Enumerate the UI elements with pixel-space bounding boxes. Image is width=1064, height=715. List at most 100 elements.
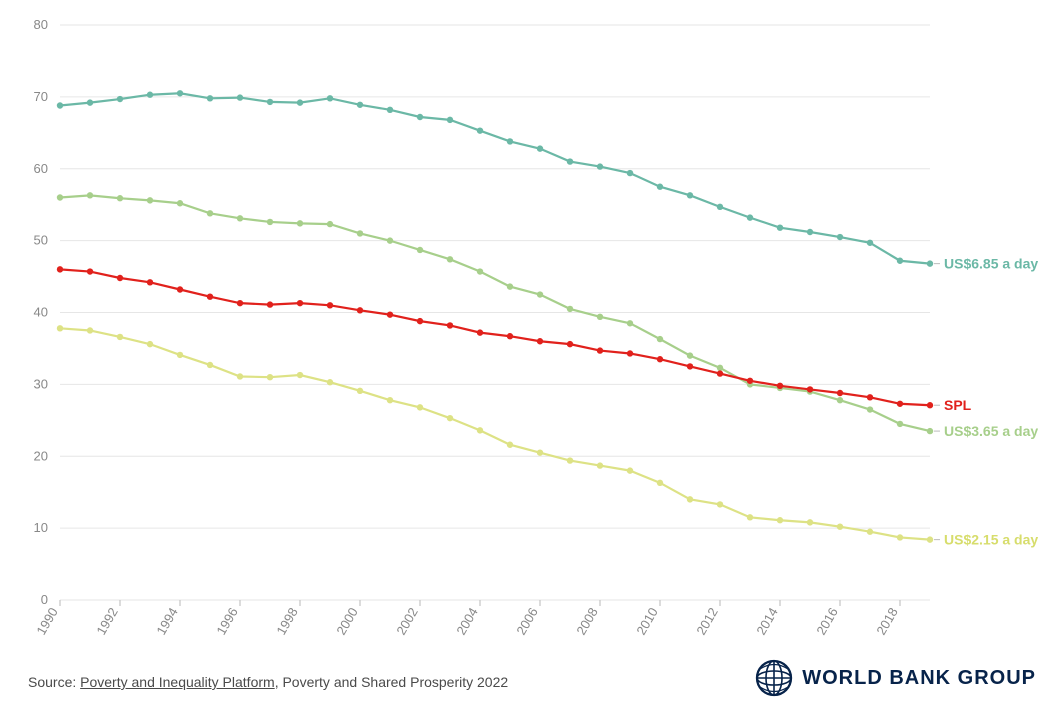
source-suffix: , Poverty and Shared Prosperity 2022 [275, 674, 508, 690]
series-marker-us365 [87, 192, 93, 198]
series-marker-us685 [477, 127, 483, 133]
series-marker-us365 [147, 197, 153, 203]
series-marker-us365 [597, 314, 603, 320]
series-marker-spl [477, 329, 483, 335]
series-marker-us685 [177, 90, 183, 96]
series-marker-us215 [657, 480, 663, 486]
y-tick-label: 50 [34, 233, 48, 248]
series-marker-us685 [267, 99, 273, 105]
series-marker-us685 [777, 224, 783, 230]
series-marker-us685 [387, 107, 393, 113]
series-marker-us365 [267, 219, 273, 225]
series-marker-us685 [717, 204, 723, 210]
series-marker-us215 [597, 462, 603, 468]
series-marker-spl [417, 318, 423, 324]
source-link[interactable]: Poverty and Inequality Platform [80, 674, 275, 690]
x-tick-label: 2000 [333, 605, 360, 638]
series-marker-us685 [117, 96, 123, 102]
series-marker-us685 [747, 214, 753, 220]
y-tick-label: 10 [34, 520, 48, 535]
series-marker-us215 [747, 514, 753, 520]
series-marker-us685 [537, 145, 543, 151]
x-tick-label: 2002 [393, 605, 420, 638]
series-marker-spl [897, 401, 903, 407]
y-tick-label: 20 [34, 448, 48, 463]
series-marker-spl [597, 347, 603, 353]
series-marker-us365 [507, 283, 513, 289]
series-marker-us215 [627, 467, 633, 473]
series-marker-us365 [687, 352, 693, 358]
series-marker-us685 [867, 240, 873, 246]
x-tick-label: 2010 [633, 605, 660, 638]
series-marker-us365 [717, 365, 723, 371]
y-tick-label: 80 [34, 17, 48, 32]
x-tick-label: 1998 [273, 605, 300, 638]
series-marker-spl [177, 286, 183, 292]
series-marker-spl [537, 338, 543, 344]
series-marker-us215 [447, 415, 453, 421]
series-marker-us215 [807, 519, 813, 525]
series-marker-us215 [57, 325, 63, 331]
series-marker-spl [837, 390, 843, 396]
series-marker-us685 [597, 163, 603, 169]
series-marker-spl [747, 378, 753, 384]
series-marker-us215 [87, 327, 93, 333]
series-marker-us365 [627, 320, 633, 326]
series-marker-spl [507, 333, 513, 339]
series-marker-us685 [147, 92, 153, 98]
series-marker-us215 [717, 501, 723, 507]
series-marker-us365 [327, 221, 333, 227]
y-tick-label: 30 [34, 376, 48, 391]
source-footer: Source: Poverty and Inequality Platform,… [28, 674, 508, 690]
series-marker-spl [237, 300, 243, 306]
series-marker-spl [867, 394, 873, 400]
series-marker-spl [567, 341, 573, 347]
series-marker-us365 [417, 247, 423, 253]
series-marker-us365 [867, 406, 873, 412]
y-tick-label: 60 [34, 161, 48, 176]
series-marker-us365 [57, 194, 63, 200]
series-label-us365: US$3.65 a day [944, 423, 1038, 439]
series-marker-us365 [297, 220, 303, 226]
series-marker-us215 [897, 534, 903, 540]
series-marker-us365 [447, 256, 453, 262]
series-line-us685 [60, 93, 930, 263]
series-marker-us365 [177, 200, 183, 206]
series-marker-spl [627, 350, 633, 356]
series-marker-us685 [297, 99, 303, 105]
series-marker-us685 [417, 114, 423, 120]
series-marker-us685 [207, 95, 213, 101]
x-tick-label: 2018 [873, 605, 900, 638]
series-marker-us215 [477, 427, 483, 433]
series-marker-us215 [777, 517, 783, 523]
series-marker-us685 [507, 138, 513, 144]
series-marker-us685 [327, 95, 333, 101]
series-marker-us215 [387, 397, 393, 403]
series-marker-us365 [837, 397, 843, 403]
series-line-us215 [60, 328, 930, 539]
series-marker-spl [687, 363, 693, 369]
series-marker-us365 [897, 421, 903, 427]
series-marker-spl [357, 307, 363, 313]
chart-svg: 0102030405060708019901992199419961998200… [0, 0, 1064, 710]
x-tick-label: 2012 [693, 605, 720, 638]
series-marker-us685 [357, 102, 363, 108]
x-tick-label: 1990 [33, 605, 60, 638]
series-marker-us365 [237, 215, 243, 221]
series-marker-us685 [87, 99, 93, 105]
series-marker-us215 [297, 372, 303, 378]
y-tick-label: 70 [34, 89, 48, 104]
series-marker-spl [927, 402, 933, 408]
series-marker-us215 [837, 523, 843, 529]
series-marker-us215 [507, 442, 513, 448]
series-marker-us215 [927, 536, 933, 542]
series-marker-us215 [537, 449, 543, 455]
series-marker-us685 [927, 260, 933, 266]
series-label-us685: US$6.85 a day [944, 256, 1038, 272]
series-marker-us685 [237, 94, 243, 100]
series-marker-us365 [207, 210, 213, 216]
series-marker-spl [717, 370, 723, 376]
y-tick-label: 40 [34, 305, 48, 320]
x-tick-label: 2008 [573, 605, 600, 638]
series-marker-us215 [687, 496, 693, 502]
